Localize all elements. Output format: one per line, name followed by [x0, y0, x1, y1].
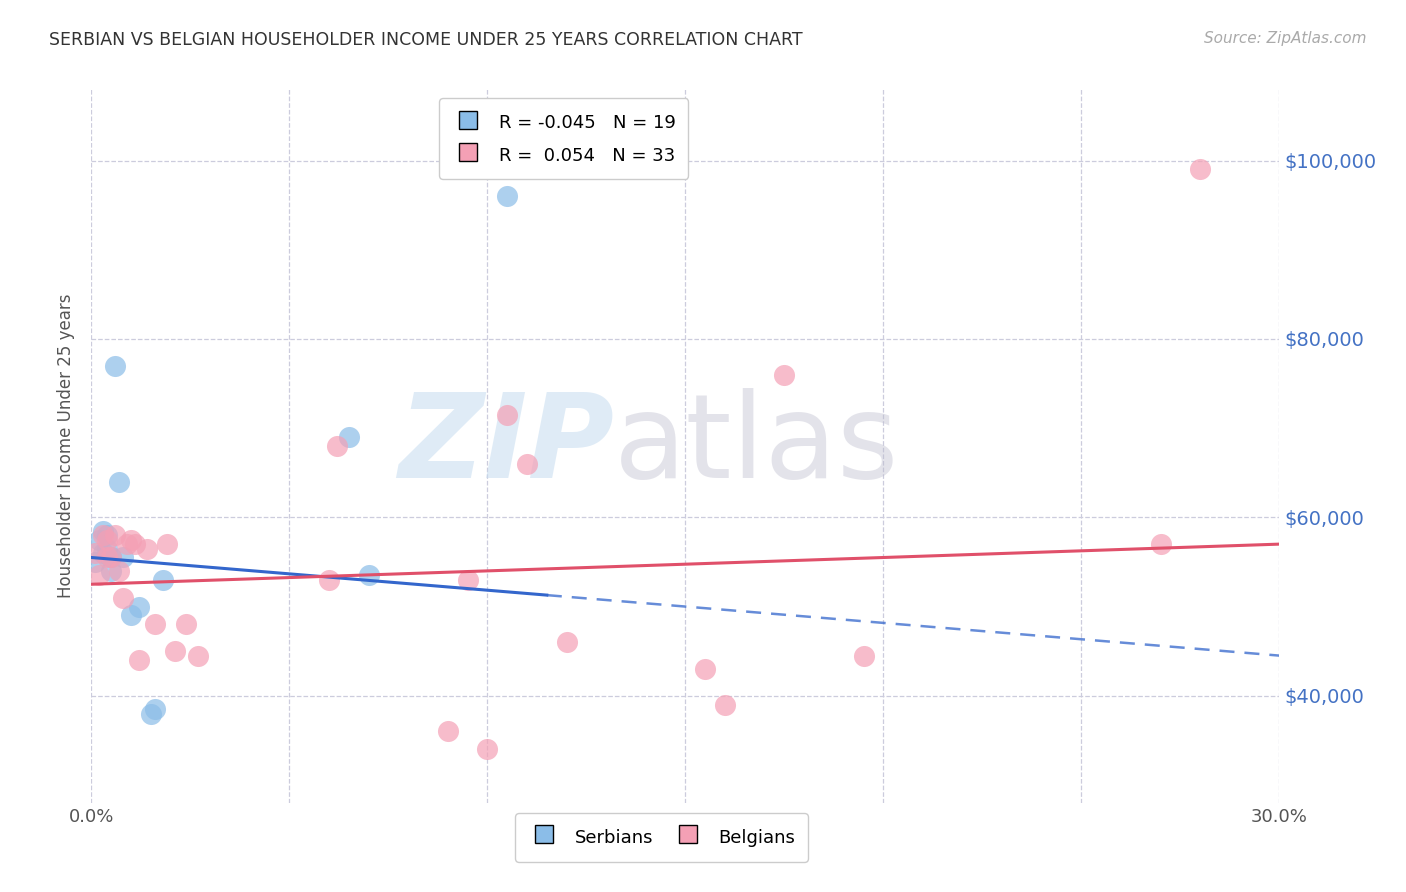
Point	[714, 698, 737, 712]
Point	[84, 555, 107, 569]
Text: atlas: atlas	[614, 389, 900, 503]
Point	[100, 564, 122, 578]
Point	[496, 189, 519, 203]
Point	[115, 537, 138, 551]
Point	[120, 533, 142, 547]
Point	[143, 617, 166, 632]
Point	[139, 706, 162, 721]
Point	[108, 475, 131, 489]
Point	[124, 537, 146, 551]
Point	[100, 550, 122, 565]
Point	[773, 368, 796, 382]
Point	[100, 550, 122, 565]
Point	[89, 568, 111, 582]
Point	[104, 359, 127, 373]
Y-axis label: Householder Income Under 25 years: Householder Income Under 25 years	[58, 293, 76, 599]
Point	[96, 541, 118, 556]
Point	[1150, 537, 1173, 551]
Text: Source: ZipAtlas.com: Source: ZipAtlas.com	[1204, 31, 1367, 46]
Text: SERBIAN VS BELGIAN HOUSEHOLDER INCOME UNDER 25 YEARS CORRELATION CHART: SERBIAN VS BELGIAN HOUSEHOLDER INCOME UN…	[49, 31, 803, 49]
Point	[89, 533, 111, 547]
Point	[326, 439, 349, 453]
Point	[112, 591, 135, 605]
Point	[135, 541, 157, 556]
Point	[120, 608, 142, 623]
Point	[91, 528, 114, 542]
Point	[128, 653, 150, 667]
Point	[477, 742, 499, 756]
Point	[104, 528, 127, 542]
Point	[496, 408, 519, 422]
Point	[516, 457, 538, 471]
Point	[96, 533, 118, 547]
Point	[91, 524, 114, 538]
Point	[156, 537, 179, 551]
Point	[128, 599, 150, 614]
Point	[852, 648, 875, 663]
Text: ZIP: ZIP	[398, 389, 614, 503]
Point	[143, 702, 166, 716]
Point	[96, 528, 118, 542]
Point	[176, 617, 198, 632]
Point	[163, 644, 186, 658]
Point	[695, 662, 717, 676]
Point	[436, 724, 458, 739]
Point	[457, 573, 479, 587]
Point	[91, 546, 114, 560]
Point	[84, 546, 107, 560]
Point	[555, 635, 578, 649]
Point	[96, 550, 118, 565]
Legend: Serbians, Belgians: Serbians, Belgians	[516, 814, 808, 862]
Point	[337, 430, 360, 444]
Point	[152, 573, 174, 587]
Point	[318, 573, 340, 587]
Point	[357, 568, 380, 582]
Point	[187, 648, 209, 663]
Point	[108, 564, 131, 578]
Point	[112, 550, 135, 565]
Point	[1189, 162, 1212, 177]
